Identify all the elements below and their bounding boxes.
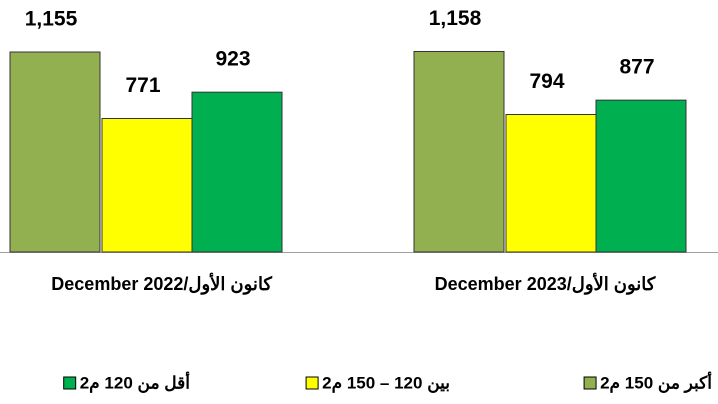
bar (191, 91, 283, 253)
bar (595, 99, 687, 253)
bar (413, 50, 505, 253)
value-label: 1,158 (429, 7, 482, 30)
x-tick-label: December 2023/كانون الأول (435, 272, 656, 295)
value-label: 877 (619, 56, 654, 79)
legend-swatch (583, 376, 597, 390)
bar (9, 51, 101, 253)
bar (505, 114, 597, 253)
bar (101, 117, 193, 253)
value-label: 1,155 (25, 8, 78, 31)
value-label: 794 (529, 70, 564, 93)
legend-label: بين 120 – 150 م2 (322, 373, 450, 393)
legend-swatch (63, 376, 77, 390)
legend-label: أكبر من 150 م2 (600, 370, 712, 393)
value-label: 923 (215, 48, 250, 71)
legend-label: أقل من 120 م2 (80, 370, 191, 393)
x-tick-label: December 2022/كانون الأول (51, 272, 272, 295)
legend-swatch (305, 376, 319, 390)
value-label: 771 (125, 74, 160, 97)
